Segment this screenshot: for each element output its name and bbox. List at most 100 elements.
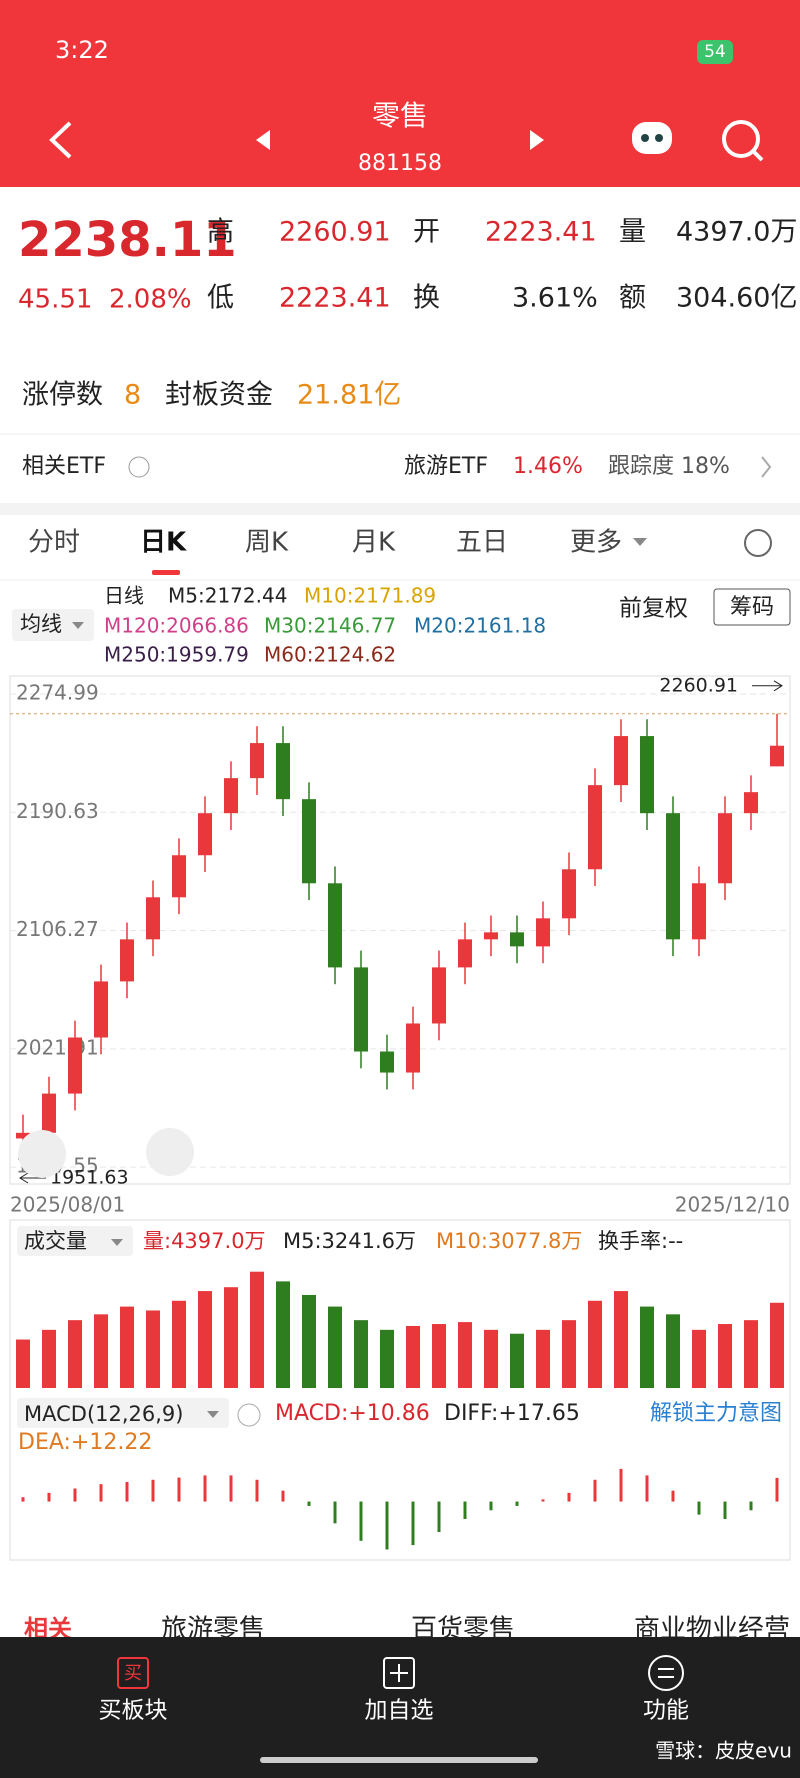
volume-bar xyxy=(666,1314,680,1388)
ma-value: M30:2146.77 xyxy=(264,614,396,638)
tab[interactable]: 五日 xyxy=(456,528,508,558)
candle-body xyxy=(562,869,576,919)
watermark: 雪球：皮皮evu xyxy=(655,1739,792,1763)
macd-selector-text[interactable]: MACD(12,26,9) xyxy=(24,1402,184,1426)
next-button[interactable] xyxy=(530,130,544,150)
ma-value: M5:2172.44 xyxy=(168,584,287,608)
candle-body xyxy=(510,932,524,947)
value: 2223.41 xyxy=(485,217,597,248)
back-button[interactable] xyxy=(49,121,72,159)
robot-button[interactable] xyxy=(632,122,672,154)
volume-bar xyxy=(120,1306,134,1388)
bottom-nav xyxy=(0,1637,800,1778)
volume-bar xyxy=(276,1281,290,1388)
y-tick-label: 2021.91 xyxy=(16,1035,99,1059)
volume-bar xyxy=(640,1306,654,1388)
candle-body xyxy=(718,813,732,884)
unlock-link[interactable]: 解锁主力意图 xyxy=(650,1401,782,1426)
settings-button[interactable] xyxy=(744,529,772,557)
volume-selector-text[interactable]: 成交量 xyxy=(24,1229,87,1253)
fullscreen-button[interactable] xyxy=(146,1128,194,1176)
etf-name[interactable]: 旅游ETF xyxy=(404,454,488,479)
volume-bar xyxy=(68,1320,82,1388)
ma-selector-text[interactable]: 均线 xyxy=(20,612,62,636)
home-indicator xyxy=(260,1757,538,1763)
nav-item[interactable]: 买板块 xyxy=(99,1698,168,1724)
candle-body xyxy=(406,1023,420,1073)
candle-body xyxy=(328,883,342,968)
candle-body xyxy=(744,792,758,814)
expand-button[interactable] xyxy=(18,1130,66,1178)
end-date: 2025/12/10 xyxy=(675,1193,790,1217)
candle-body xyxy=(250,743,264,779)
code: 881158 xyxy=(358,151,442,176)
low-arrow xyxy=(19,1172,46,1184)
nav-item[interactable]: 加自选 xyxy=(365,1698,434,1724)
fund-value: 21.81亿 xyxy=(297,380,401,411)
chip-button[interactable] xyxy=(713,588,791,626)
adjust[interactable]: 前复权 xyxy=(619,596,688,622)
nav-item[interactable]: 功能 xyxy=(643,1698,689,1724)
value: 2223.41 xyxy=(279,283,391,314)
header-bg xyxy=(0,0,800,187)
volume-bar xyxy=(718,1324,732,1388)
label: 额 xyxy=(619,283,646,314)
search-button[interactable] xyxy=(722,120,760,158)
volume-bar xyxy=(302,1294,316,1388)
value: 4397.0万 xyxy=(676,217,797,248)
time: 3:22 xyxy=(55,36,109,64)
candle-body xyxy=(224,778,238,814)
candle-body xyxy=(120,939,134,982)
candle-body xyxy=(614,736,628,786)
volume-selector[interactable] xyxy=(17,1226,133,1256)
volume-bar xyxy=(380,1329,394,1388)
candle-body xyxy=(432,967,446,1024)
volume-stat: 换手率:-- xyxy=(598,1229,683,1253)
volume-bar xyxy=(250,1271,264,1388)
value: 3.61% xyxy=(512,283,598,314)
volume-bar xyxy=(146,1310,160,1388)
volume-bar xyxy=(562,1320,576,1388)
y-tick-label: 2190.63 xyxy=(16,799,99,823)
tab[interactable]: 月K xyxy=(352,528,396,558)
value: 2260.91 xyxy=(279,217,391,248)
tab[interactable]: 分时 xyxy=(28,528,80,558)
chip-text[interactable]: 筹码 xyxy=(730,595,774,620)
macd-selector[interactable] xyxy=(17,1398,229,1428)
candle-body xyxy=(380,1051,394,1073)
title: 零售 xyxy=(372,99,428,132)
label: 高 xyxy=(207,217,234,248)
volume-bar xyxy=(198,1291,212,1388)
tab[interactable]: 日K xyxy=(140,528,187,558)
candle-body xyxy=(16,1132,30,1139)
price: 2238.11 xyxy=(18,212,237,268)
volume-bar xyxy=(42,1329,56,1388)
volume-bar xyxy=(510,1333,524,1388)
tab-underline xyxy=(152,570,180,575)
prev-button[interactable] xyxy=(256,130,270,150)
tab[interactable]: 更多 xyxy=(570,528,622,558)
change: 45.51 xyxy=(18,285,92,315)
candle-body xyxy=(146,897,160,940)
volume-bar xyxy=(744,1320,758,1388)
volume-bar xyxy=(354,1320,368,1388)
ma-value: M250:1959.79 xyxy=(104,643,249,667)
low-label: 1951.63 xyxy=(50,1167,129,1189)
etf-label: 相关ETF xyxy=(22,454,106,479)
volume-bar xyxy=(94,1314,108,1388)
high-arrow xyxy=(752,680,783,692)
tab[interactable]: 周K xyxy=(245,528,289,558)
volume-bar xyxy=(432,1324,446,1388)
candle-body xyxy=(354,967,368,1052)
ma-selector[interactable] xyxy=(12,609,94,641)
ma-value: M120:2066.86 xyxy=(104,614,249,638)
candle-body xyxy=(94,981,108,1038)
volume-bar xyxy=(692,1329,706,1388)
limit-count: 8 xyxy=(124,380,141,411)
limit-label: 涨停数 xyxy=(22,380,103,411)
candle-body xyxy=(770,745,784,767)
ma-period: 日线 xyxy=(104,584,144,608)
fund-label: 封板资金 xyxy=(165,380,273,411)
